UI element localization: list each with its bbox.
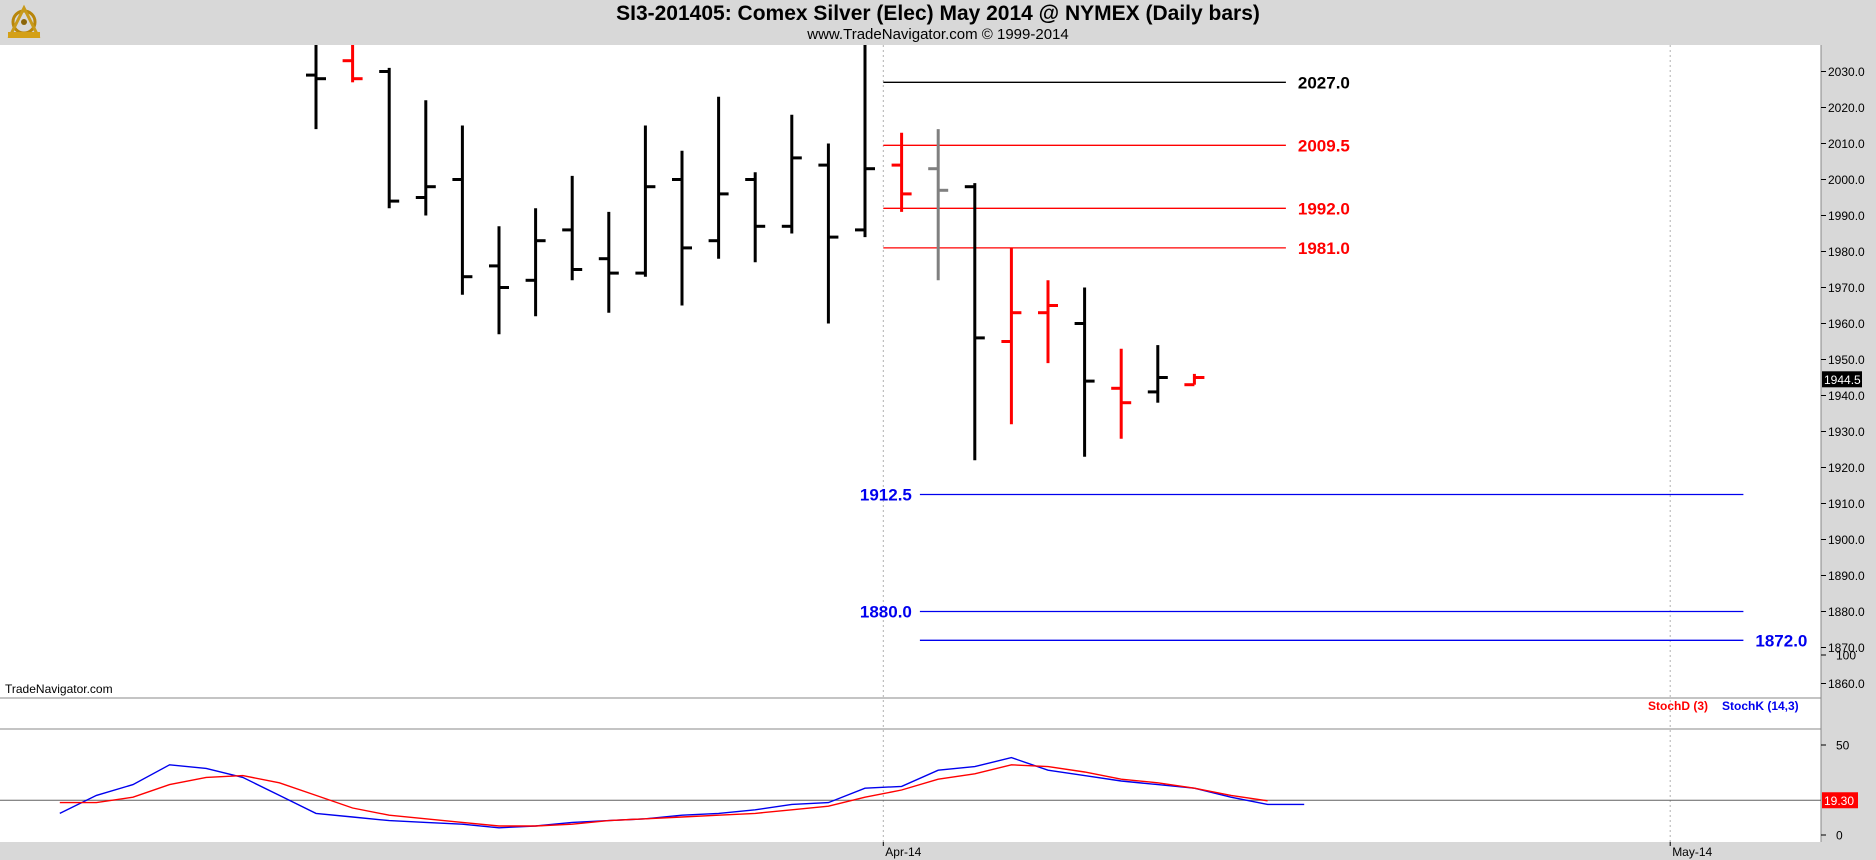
ohlc-bar <box>745 172 766 263</box>
ohlc-bar <box>708 96 729 259</box>
level-label: 1872.0 <box>1755 631 1807 650</box>
ohlc-bar <box>1111 348 1132 439</box>
chart-header: SI3-201405: Comex Silver (Elec) May 2014… <box>0 0 1876 45</box>
price-tick-label: 2000.0 <box>1828 173 1865 187</box>
price-tick-label: 1920.0 <box>1828 461 1865 475</box>
price-tick-label: 2010.0 <box>1828 137 1865 151</box>
ohlc-bar <box>672 150 692 306</box>
ohlc-bar <box>928 129 949 281</box>
price-tick-label: 1950.0 <box>1828 353 1865 367</box>
price-tick-label: 1940.0 <box>1828 389 1865 403</box>
ohlc-bar <box>891 132 912 212</box>
ohlc-bar <box>818 143 839 324</box>
ohlc-bar <box>562 175 583 281</box>
stoch-legend-entry: StochK (14,3) <box>1722 699 1799 713</box>
ohlc-bar <box>415 100 436 216</box>
price-tick-label: 1890.0 <box>1828 569 1865 583</box>
ohlc-bar <box>1001 247 1022 425</box>
price-tick-label: 1980.0 <box>1828 245 1865 259</box>
ohlc-bar <box>452 125 473 295</box>
date-tick-label: May-14 <box>1672 845 1712 859</box>
indicator-background <box>0 698 1821 842</box>
level-label: 2027.0 <box>1298 73 1350 92</box>
stochastic-panel: 100 50 0 19.30 StochD (3) StochK (14,3) <box>0 649 1858 843</box>
axis-panel-background <box>1821 45 1876 860</box>
ohlc-bar <box>1184 373 1205 387</box>
price-bars <box>306 45 1205 461</box>
ohlc-bar <box>306 45 326 130</box>
stoch-last-value-box <box>1822 792 1858 809</box>
date-axis: Apr-14 May-14 <box>882 842 1713 859</box>
price-tick-label: 1990.0 <box>1828 209 1865 223</box>
ohlc-bar <box>855 45 875 238</box>
price-tick-label: 2020.0 <box>1828 101 1865 115</box>
price-tick-label: 1970.0 <box>1828 281 1865 295</box>
plot-background <box>0 45 1821 698</box>
level-label: 2009.5 <box>1298 136 1350 155</box>
ohlc-bar <box>964 183 985 461</box>
sextant-logo-icon <box>4 2 44 47</box>
price-tick-label: 1930.0 <box>1828 425 1865 439</box>
stoch-tick-label: 100 <box>1836 649 1856 663</box>
ohlc-bar <box>1147 345 1168 403</box>
last-price-box <box>1822 371 1862 388</box>
price-tick-label: 1900.0 <box>1828 533 1865 547</box>
ohlc-bar <box>635 125 656 277</box>
level-lines: 2027.0 2009.5 1992.0 1981.0 1912.5 1880.0 1872… <box>860 73 1808 650</box>
level-label: 1912.5 <box>860 486 912 505</box>
last-price-label: 1944.5 <box>1824 373 1861 387</box>
ohlc-bar <box>781 114 802 234</box>
stoch-last-value-label: 19.30 <box>1824 794 1854 808</box>
level-label: 1981.0 <box>1298 239 1350 258</box>
chart-subtitle: www.TradeNavigator.com © 1999-2014 <box>807 26 1069 43</box>
stoch-series-line <box>59 756 1305 829</box>
date-axis-background <box>0 842 1821 860</box>
ohlc-bar <box>1038 280 1058 364</box>
ohlc-bar <box>525 208 546 317</box>
ohlc-bar <box>379 67 400 209</box>
price-tick-label: 1910.0 <box>1828 497 1865 511</box>
stoch-legend-entry: StochD (3) <box>1648 699 1708 713</box>
stoch-series-line <box>59 764 1268 827</box>
price-tick-label: 1880.0 <box>1828 605 1865 619</box>
level-label: 1992.0 <box>1298 199 1350 218</box>
level-label: 1880.0 <box>860 603 912 622</box>
watermark: TradeNavigator.com <box>5 682 113 696</box>
ohlc-bar <box>342 45 363 83</box>
price-axis: 2030.0 2020.0 2010.0 2000.0 1990.0 1980.0 1970… <box>1821 65 1865 691</box>
stoch-tick-label: 50 <box>1836 739 1850 753</box>
date-tick-label: Apr-14 <box>885 845 921 859</box>
stoch-tick-label: 0 <box>1836 829 1843 843</box>
chart-title: SI3-201405: Comex Silver (Elec) May 2014… <box>616 2 1260 25</box>
price-tick-label: 1860.0 <box>1828 677 1865 691</box>
ohlc-bar <box>489 226 509 335</box>
price-tick-label: 2030.0 <box>1828 65 1865 79</box>
price-tick-label: 1870.0 <box>1828 641 1865 655</box>
price-tick-label: 1960.0 <box>1828 317 1865 331</box>
ohlc-bar <box>1074 287 1095 457</box>
ohlc-bar <box>598 211 619 313</box>
